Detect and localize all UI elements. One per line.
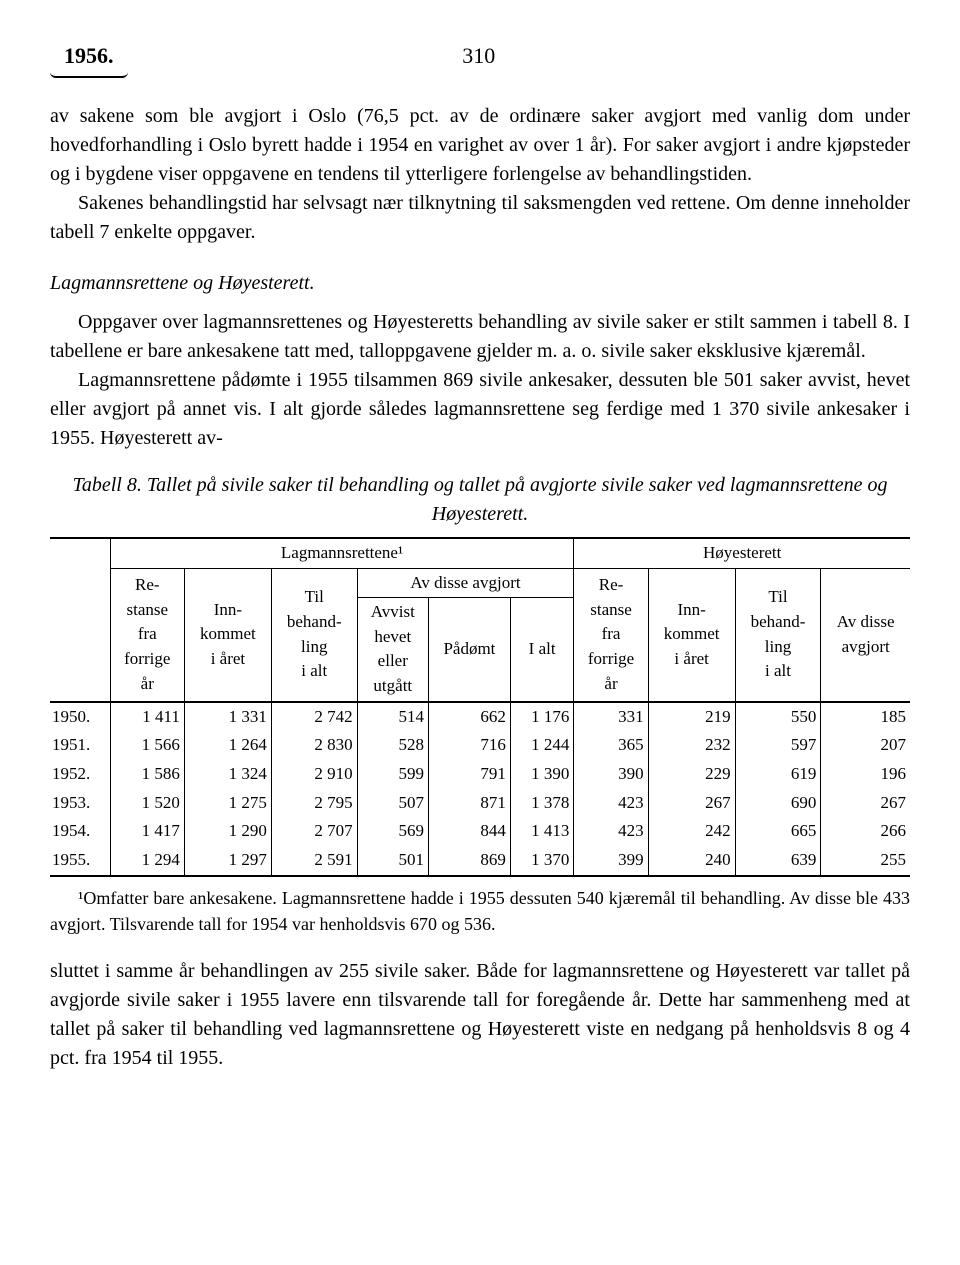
cell-value: 1 417 <box>110 817 184 846</box>
cell-value: 550 <box>735 702 821 732</box>
cell-value: 185 <box>821 702 910 732</box>
cell-value: 791 <box>428 760 510 789</box>
table-row: 1953.1 5201 2752 7955078711 378423267690… <box>50 789 910 818</box>
page-header: 1956. 310 <box>50 40 910 78</box>
cell-year: 1955. <box>50 846 110 876</box>
cell-value: 1 324 <box>184 760 271 789</box>
cell-value: 365 <box>574 731 648 760</box>
cell-value: 1 290 <box>184 817 271 846</box>
cell-value: 1 520 <box>110 789 184 818</box>
cell-value: 501 <box>357 846 428 876</box>
year-label: 1956. <box>50 40 128 78</box>
cell-value: 599 <box>357 760 428 789</box>
th-avdisse2: Av disseavgjort <box>821 568 910 702</box>
cell-year: 1954. <box>50 817 110 846</box>
paragraph-5: sluttet i samme år behandlingen av 255 s… <box>50 957 910 1073</box>
cell-value: 242 <box>648 817 735 846</box>
cell-value: 1 331 <box>184 702 271 732</box>
cell-value: 665 <box>735 817 821 846</box>
th-tilbeh2: Tilbehand-lingi alt <box>735 568 821 702</box>
cell-value: 844 <box>428 817 510 846</box>
cell-value: 507 <box>357 789 428 818</box>
cell-year: 1950. <box>50 702 110 732</box>
cell-value: 569 <box>357 817 428 846</box>
table-footnote: ¹Omfatter bare ankesakene. Lagmannsrette… <box>50 885 910 937</box>
th-innkommet: Inn-kommeti året <box>184 568 271 702</box>
table-caption: Tabell 8. Tallet på sivile saker til beh… <box>50 471 910 529</box>
cell-value: 1 176 <box>510 702 574 732</box>
th-tilbeh: Tilbehand-lingi alt <box>271 568 357 702</box>
table-row: 1950.1 4111 3312 7425146621 176331219550… <box>50 702 910 732</box>
cell-value: 196 <box>821 760 910 789</box>
cell-value: 267 <box>821 789 910 818</box>
th-restanse: Re-stansefraforrigeår <box>110 568 184 702</box>
cell-value: 2 591 <box>271 846 357 876</box>
cell-value: 240 <box>648 846 735 876</box>
table-body: 1950.1 4111 3312 7425146621 176331219550… <box>50 702 910 876</box>
cell-value: 1 264 <box>184 731 271 760</box>
cell-value: 423 <box>574 817 648 846</box>
cell-value: 1 378 <box>510 789 574 818</box>
cell-value: 1 294 <box>110 846 184 876</box>
cell-value: 423 <box>574 789 648 818</box>
cell-value: 331 <box>574 702 648 732</box>
cell-value: 2 707 <box>271 817 357 846</box>
cell-value: 1 297 <box>184 846 271 876</box>
cell-value: 2 830 <box>271 731 357 760</box>
cell-value: 390 <box>574 760 648 789</box>
cell-value: 869 <box>428 846 510 876</box>
cell-value: 528 <box>357 731 428 760</box>
cell-year: 1952. <box>50 760 110 789</box>
th-restanse2: Re-stansefraforrigeår <box>574 568 648 702</box>
paragraph-1: av sakene som ble avgjort i Oslo (76,5 p… <box>50 102 910 189</box>
cell-value: 219 <box>648 702 735 732</box>
table-row: 1954.1 4171 2902 7075698441 413423242665… <box>50 817 910 846</box>
cell-value: 1 411 <box>110 702 184 732</box>
cell-value: 871 <box>428 789 510 818</box>
cell-value: 1 275 <box>184 789 271 818</box>
paragraph-3: Oppgaver over lagmannsrettenes og Høyest… <box>50 308 910 366</box>
cell-value: 690 <box>735 789 821 818</box>
cell-value: 267 <box>648 789 735 818</box>
th-avvist: Avvisthevetellerutgått <box>357 598 428 702</box>
cell-value: 639 <box>735 846 821 876</box>
cell-value: 2 742 <box>271 702 357 732</box>
cell-value: 1 566 <box>110 731 184 760</box>
cell-value: 597 <box>735 731 821 760</box>
cell-value: 207 <box>821 731 910 760</box>
section-heading: Lagmannsrettene og Høyesterett. <box>50 269 910 298</box>
cell-value: 2 795 <box>271 789 357 818</box>
cell-value: 1 390 <box>510 760 574 789</box>
th-padomt: Pådømt <box>428 598 510 702</box>
cell-value: 1 586 <box>110 760 184 789</box>
cell-value: 229 <box>648 760 735 789</box>
cell-year: 1953. <box>50 789 110 818</box>
cell-value: 232 <box>648 731 735 760</box>
cell-value: 619 <box>735 760 821 789</box>
th-group-lagmann: Lagmannsrettene¹ <box>110 538 574 568</box>
cell-value: 514 <box>357 702 428 732</box>
cell-value: 399 <box>574 846 648 876</box>
paragraph-2: Sakenes behandlingstid har selvsagt nær … <box>50 189 910 247</box>
th-innkommet2: Inn-kommeti året <box>648 568 735 702</box>
paragraph-4: Lagmannsrettene pådømte i 1955 tilsammen… <box>50 366 910 453</box>
cell-year: 1951. <box>50 731 110 760</box>
cell-value: 2 910 <box>271 760 357 789</box>
cell-value: 266 <box>821 817 910 846</box>
page-number: 310 <box>128 40 831 72</box>
cell-value: 1 370 <box>510 846 574 876</box>
th-ialt: I alt <box>510 598 574 702</box>
cell-value: 662 <box>428 702 510 732</box>
cell-value: 1 413 <box>510 817 574 846</box>
table-row: 1952.1 5861 3242 9105997911 390390229619… <box>50 760 910 789</box>
cell-value: 1 244 <box>510 731 574 760</box>
table-row: 1951.1 5661 2642 8305287161 244365232597… <box>50 731 910 760</box>
cell-value: 716 <box>428 731 510 760</box>
th-year-blank <box>50 538 110 702</box>
data-table: Lagmannsrettene¹ Høyesterett Re-stansefr… <box>50 537 910 877</box>
cell-value: 255 <box>821 846 910 876</box>
table-row: 1955.1 2941 2972 5915018691 370399240639… <box>50 846 910 876</box>
th-group-hoyes: Høyesterett <box>574 538 910 568</box>
th-avdisse: Av disse avgjort <box>357 568 574 598</box>
